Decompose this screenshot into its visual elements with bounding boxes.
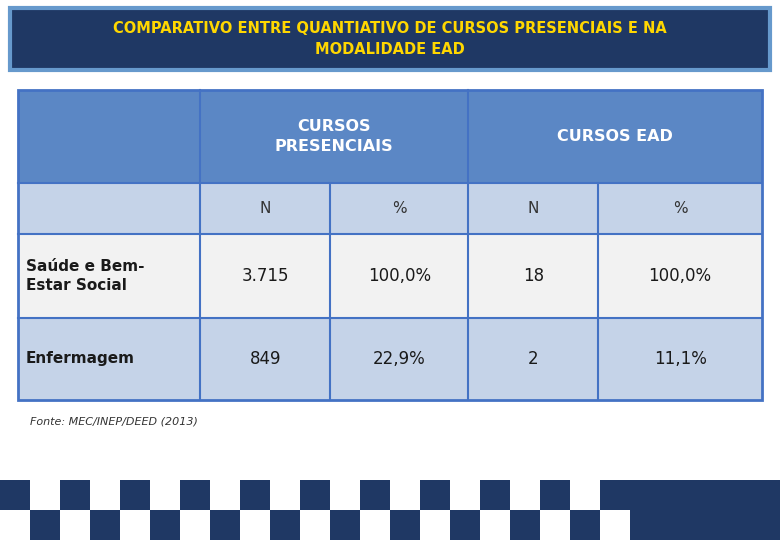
Bar xyxy=(200,234,331,318)
Bar xyxy=(450,480,480,510)
Bar xyxy=(18,234,200,318)
Text: 18: 18 xyxy=(523,267,544,285)
Bar xyxy=(18,90,762,400)
Bar xyxy=(200,90,468,183)
Bar xyxy=(510,510,540,540)
Bar xyxy=(180,480,210,510)
Bar xyxy=(120,480,150,510)
Bar xyxy=(480,480,510,510)
Bar xyxy=(598,183,762,234)
Bar xyxy=(600,480,630,510)
Bar xyxy=(540,510,570,540)
Bar xyxy=(300,510,330,540)
Text: N: N xyxy=(260,201,271,216)
Bar xyxy=(180,510,210,540)
Bar xyxy=(10,8,770,70)
Text: 2: 2 xyxy=(528,350,538,368)
Bar xyxy=(468,318,598,400)
Bar xyxy=(270,480,300,510)
Text: CURSOS
PRESENCIAIS: CURSOS PRESENCIAIS xyxy=(275,119,394,154)
Text: COMPARATIVO ENTRE QUANTIATIVO DE CURSOS PRESENCIAIS E NA
MODALIDADE EAD: COMPARATIVO ENTRE QUANTIATIVO DE CURSOS … xyxy=(113,21,667,57)
Bar xyxy=(468,183,598,234)
Bar xyxy=(598,234,762,318)
Text: CURSOS EAD: CURSOS EAD xyxy=(557,129,673,144)
Bar xyxy=(390,480,420,510)
Bar xyxy=(0,510,30,540)
Bar xyxy=(200,318,331,400)
Bar xyxy=(240,480,270,510)
Bar xyxy=(598,318,762,400)
Bar xyxy=(570,510,600,540)
Bar xyxy=(420,480,450,510)
Bar xyxy=(150,510,180,540)
Bar xyxy=(210,510,240,540)
Bar xyxy=(390,510,420,540)
Bar xyxy=(330,480,360,510)
Bar xyxy=(300,480,330,510)
Bar xyxy=(420,510,450,540)
Bar xyxy=(18,318,200,400)
Text: Enfermagem: Enfermagem xyxy=(26,352,135,367)
Bar xyxy=(600,510,630,540)
Text: 22,9%: 22,9% xyxy=(373,350,426,368)
Bar xyxy=(60,510,90,540)
Bar xyxy=(60,480,90,510)
Bar xyxy=(331,318,468,400)
Bar xyxy=(468,90,762,183)
Bar xyxy=(240,510,270,540)
Bar xyxy=(468,234,598,318)
Text: 11,1%: 11,1% xyxy=(654,350,707,368)
Text: %: % xyxy=(392,201,406,216)
Bar xyxy=(360,480,390,510)
Bar xyxy=(150,480,180,510)
Bar xyxy=(570,480,600,510)
Text: Saúde e Bem-
Estar Social: Saúde e Bem- Estar Social xyxy=(26,259,144,293)
Bar xyxy=(18,90,200,183)
Bar xyxy=(18,183,200,234)
Bar xyxy=(360,510,390,540)
Bar xyxy=(30,510,60,540)
Bar xyxy=(210,480,240,510)
Bar xyxy=(450,510,480,540)
Bar xyxy=(0,480,780,540)
Text: N: N xyxy=(527,201,539,216)
Bar xyxy=(120,510,150,540)
Bar xyxy=(331,183,468,234)
Bar xyxy=(510,480,540,510)
Bar xyxy=(200,183,331,234)
Bar xyxy=(330,510,360,540)
Bar xyxy=(270,510,300,540)
Bar xyxy=(331,234,468,318)
Text: 100,0%: 100,0% xyxy=(367,267,431,285)
Text: %: % xyxy=(673,201,687,216)
Text: Fonte: MEC/INEP/DEED (2013): Fonte: MEC/INEP/DEED (2013) xyxy=(30,417,198,427)
Bar xyxy=(90,510,120,540)
Text: 849: 849 xyxy=(250,350,281,368)
Bar xyxy=(540,480,570,510)
Text: 100,0%: 100,0% xyxy=(649,267,711,285)
Bar xyxy=(480,510,510,540)
Bar xyxy=(30,480,60,510)
Bar xyxy=(90,480,120,510)
Bar xyxy=(0,480,30,510)
Text: 3.715: 3.715 xyxy=(242,267,289,285)
